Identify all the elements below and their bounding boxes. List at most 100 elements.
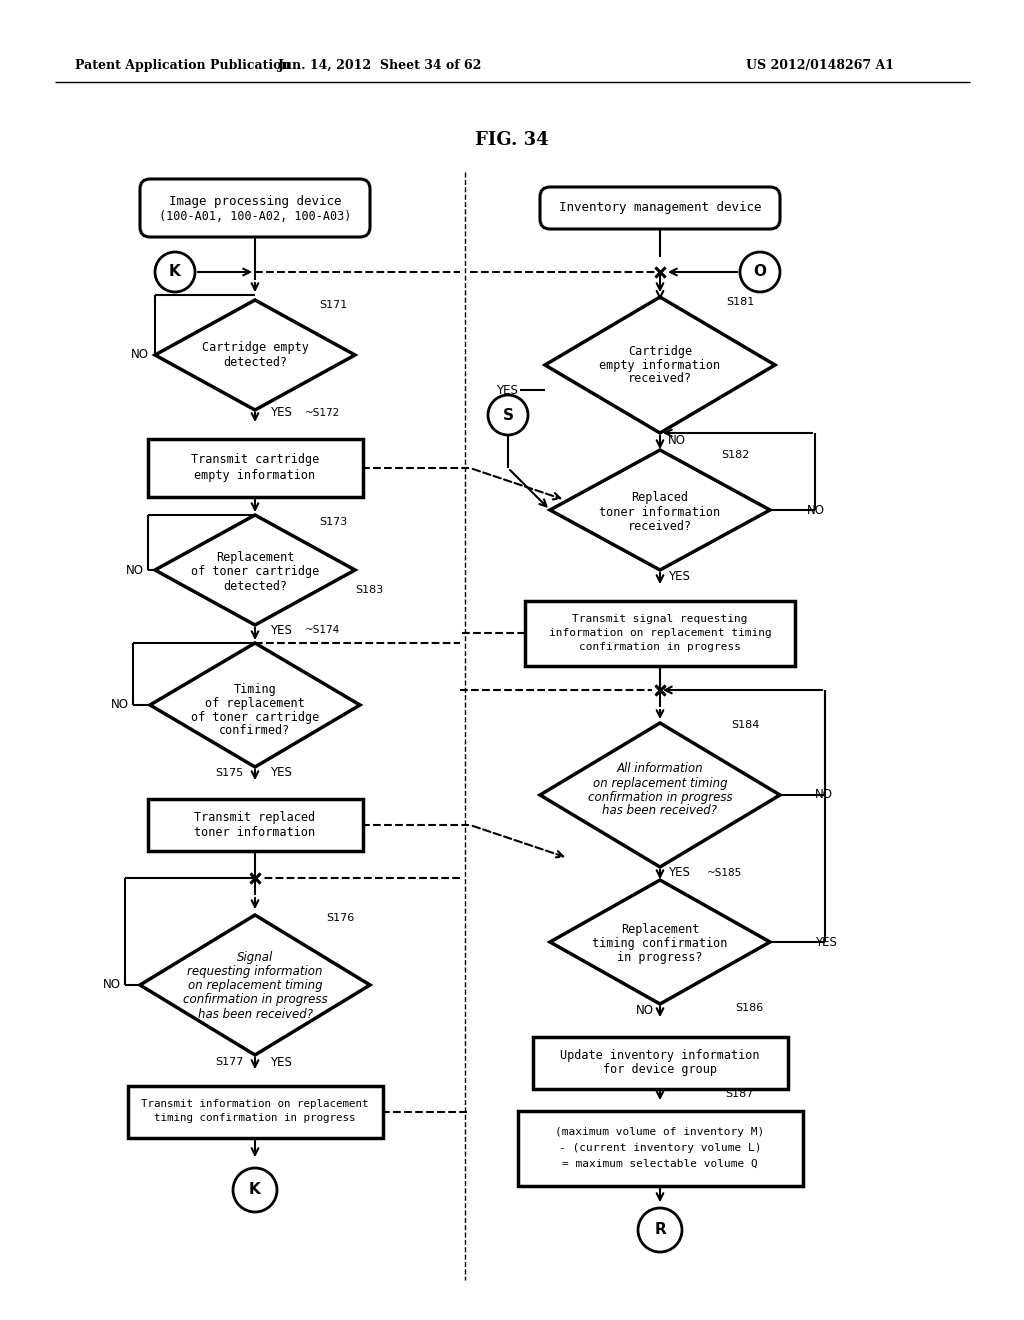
FancyBboxPatch shape <box>147 440 362 498</box>
FancyBboxPatch shape <box>525 601 795 665</box>
Text: S186: S186 <box>735 1003 763 1012</box>
Text: NO: NO <box>815 788 833 801</box>
Text: All information: All information <box>616 763 703 776</box>
Text: US 2012/0148267 A1: US 2012/0148267 A1 <box>746 58 894 71</box>
Text: S182: S182 <box>721 450 750 459</box>
Text: Transmit information on replacement: Transmit information on replacement <box>141 1100 369 1109</box>
Text: YES: YES <box>270 407 292 420</box>
Polygon shape <box>155 515 355 624</box>
Text: empty information: empty information <box>599 359 721 371</box>
Text: YES: YES <box>270 623 292 636</box>
Polygon shape <box>155 300 355 411</box>
Text: detected?: detected? <box>223 579 287 593</box>
Text: (maximum volume of inventory M): (maximum volume of inventory M) <box>555 1127 765 1137</box>
FancyBboxPatch shape <box>140 180 370 238</box>
Text: FIG. 34: FIG. 34 <box>475 131 549 149</box>
Text: of toner cartridge: of toner cartridge <box>190 710 319 723</box>
Text: Inventory management device: Inventory management device <box>559 202 761 214</box>
Text: Transmit cartridge: Transmit cartridge <box>190 454 319 466</box>
Text: information on replacement timing: information on replacement timing <box>549 628 771 638</box>
Text: Replaced: Replaced <box>632 491 688 504</box>
Text: NO: NO <box>111 698 129 711</box>
Text: on replacement timing: on replacement timing <box>187 979 323 993</box>
Text: NO: NO <box>636 1003 654 1016</box>
Text: in progress?: in progress? <box>617 950 702 964</box>
Text: received?: received? <box>628 372 692 385</box>
Text: ~S172: ~S172 <box>305 408 340 418</box>
Text: Cartridge: Cartridge <box>628 345 692 358</box>
Text: Transmit signal requesting: Transmit signal requesting <box>572 614 748 624</box>
Text: S: S <box>503 408 513 422</box>
Text: Replacement: Replacement <box>621 923 699 936</box>
Text: Replacement: Replacement <box>216 552 294 565</box>
Text: NO: NO <box>126 564 144 577</box>
Text: confirmation in progress: confirmation in progress <box>579 642 741 652</box>
Text: NO: NO <box>103 978 121 991</box>
FancyBboxPatch shape <box>540 187 780 228</box>
Text: Image processing device: Image processing device <box>169 194 341 207</box>
Polygon shape <box>550 450 770 570</box>
Polygon shape <box>150 643 360 767</box>
FancyBboxPatch shape <box>532 1038 787 1089</box>
Polygon shape <box>550 880 770 1005</box>
Circle shape <box>233 1168 278 1212</box>
Text: has been received?: has been received? <box>602 804 718 817</box>
Text: S171: S171 <box>318 300 347 310</box>
Text: (100-A01, 100-A02, 100-A03): (100-A01, 100-A02, 100-A03) <box>159 210 351 223</box>
Text: empty information: empty information <box>195 470 315 483</box>
Text: Patent Application Publication: Patent Application Publication <box>75 58 291 71</box>
Circle shape <box>740 252 780 292</box>
Text: confirmation in progress: confirmation in progress <box>588 791 732 804</box>
Text: detected?: detected? <box>223 355 287 368</box>
Text: YES: YES <box>270 767 292 780</box>
Text: Transmit replaced: Transmit replaced <box>195 812 315 825</box>
Text: Signal: Signal <box>237 952 273 965</box>
Text: received?: received? <box>628 520 692 532</box>
Text: S177: S177 <box>215 1057 244 1067</box>
Text: Update inventory information: Update inventory information <box>560 1048 760 1061</box>
Text: R: R <box>654 1222 666 1238</box>
Polygon shape <box>545 297 775 433</box>
Text: ~S185: ~S185 <box>707 869 742 878</box>
Text: Timing: Timing <box>233 682 276 696</box>
Text: timing confirmation in progress: timing confirmation in progress <box>155 1113 355 1123</box>
Circle shape <box>638 1208 682 1251</box>
Text: YES: YES <box>668 570 690 583</box>
Text: of toner cartridge: of toner cartridge <box>190 565 319 578</box>
Text: for device group: for device group <box>603 1063 717 1076</box>
Text: timing confirmation: timing confirmation <box>592 936 728 949</box>
Text: NO: NO <box>807 503 825 516</box>
Text: S184: S184 <box>731 719 759 730</box>
Text: has been received?: has been received? <box>198 1007 312 1020</box>
Text: K: K <box>249 1183 261 1197</box>
Text: K: K <box>169 264 181 280</box>
Text: Jun. 14, 2012  Sheet 34 of 62: Jun. 14, 2012 Sheet 34 of 62 <box>278 58 482 71</box>
Text: NO: NO <box>668 433 686 446</box>
Circle shape <box>488 395 528 436</box>
Text: YES: YES <box>270 1056 292 1068</box>
Text: S187: S187 <box>725 1089 754 1100</box>
Text: S176: S176 <box>326 913 354 923</box>
Text: = maximum selectable volume Q: = maximum selectable volume Q <box>562 1159 758 1170</box>
Text: S175: S175 <box>215 768 244 777</box>
FancyBboxPatch shape <box>517 1110 803 1185</box>
Text: S181: S181 <box>726 297 754 308</box>
Text: requesting information: requesting information <box>187 965 323 978</box>
Text: NO: NO <box>131 348 150 362</box>
Text: Cartridge empty: Cartridge empty <box>202 341 308 354</box>
Text: O: O <box>754 264 767 280</box>
Text: confirmed?: confirmed? <box>219 725 291 738</box>
FancyBboxPatch shape <box>147 799 362 851</box>
Text: S183: S183 <box>355 585 383 595</box>
Text: on replacement timing: on replacement timing <box>593 776 727 789</box>
Text: YES: YES <box>496 384 518 396</box>
Text: ~S174: ~S174 <box>305 624 340 635</box>
Text: of replacement: of replacement <box>205 697 305 710</box>
Text: toner information: toner information <box>599 506 721 519</box>
Circle shape <box>155 252 195 292</box>
Text: toner information: toner information <box>195 826 315 840</box>
Text: YES: YES <box>668 866 690 879</box>
Polygon shape <box>540 723 780 867</box>
Text: confirmation in progress: confirmation in progress <box>182 994 328 1006</box>
Polygon shape <box>140 915 370 1055</box>
